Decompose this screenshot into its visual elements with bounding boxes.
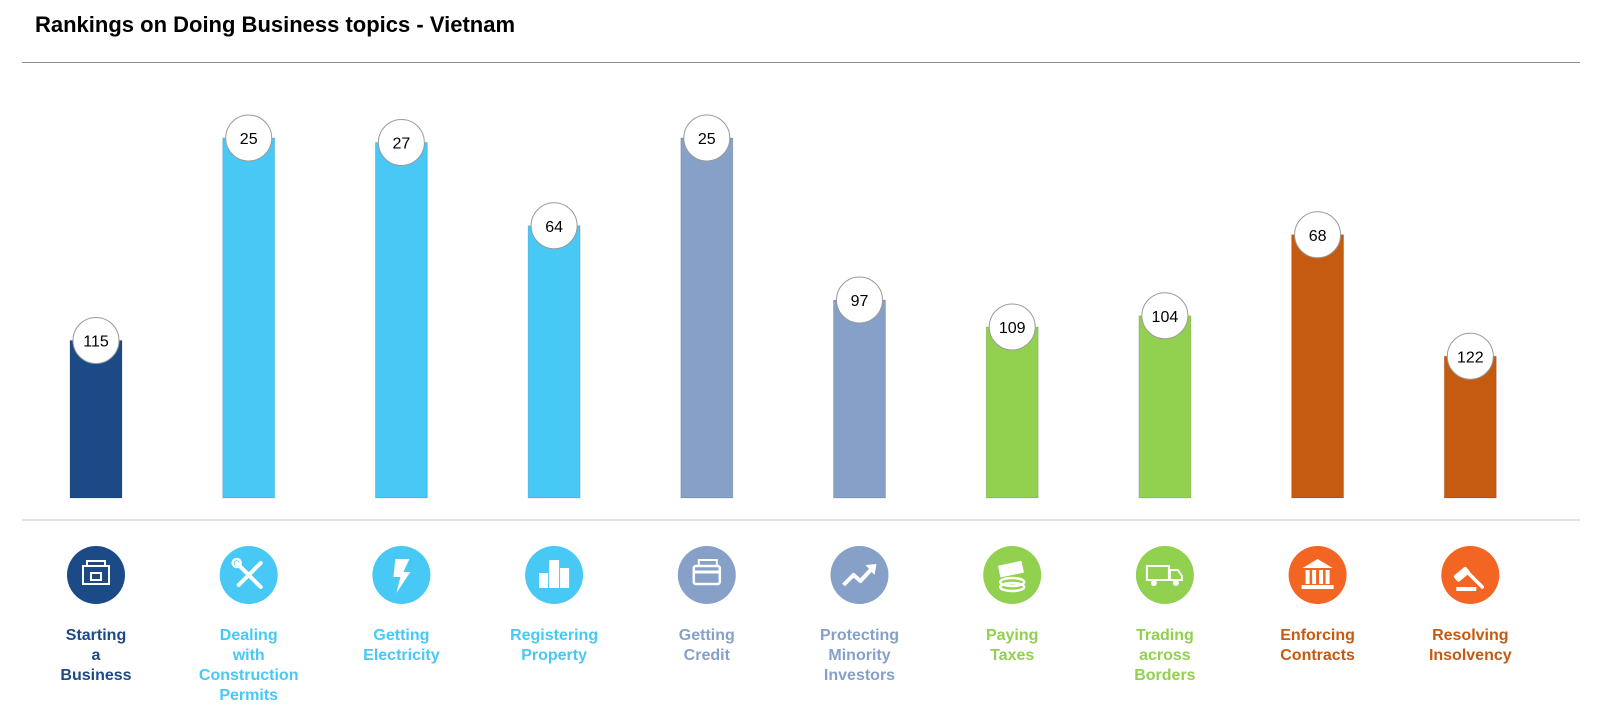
bar [1138, 315, 1192, 499]
bar [1291, 234, 1345, 499]
value-badge [530, 202, 578, 250]
data-label: 68 [1309, 228, 1327, 245]
truck-icon [1135, 546, 1194, 604]
trend-arrow-icon [830, 546, 889, 604]
data-label: 122 [1457, 349, 1484, 366]
bar [680, 137, 734, 499]
category-label-line: Paying [986, 627, 1038, 644]
category-label-line: across [1139, 647, 1191, 664]
bar [985, 326, 1039, 499]
category-label-line: with [232, 647, 265, 664]
category-label-line: Property [521, 647, 587, 664]
value-badge [836, 276, 883, 324]
building-icon [67, 546, 125, 604]
courthouse-icon [1288, 546, 1347, 604]
value-badge [72, 317, 120, 364]
title-divider [22, 62, 1580, 63]
category-label-line: Electricity [363, 647, 440, 664]
category-label-line: Trading [1136, 627, 1194, 644]
value-badge [683, 114, 731, 162]
category-label-line: Getting [679, 627, 735, 644]
category-label: Resolving Insolvency [1429, 627, 1512, 664]
value-badge [1446, 332, 1494, 380]
category-label-line: Contracts [1280, 647, 1355, 664]
bar [1443, 355, 1497, 499]
category-label-line: Taxes [990, 647, 1034, 664]
category-label: Paying Taxes [986, 627, 1038, 664]
category-label-line: Registering [510, 627, 598, 644]
data-label: 97 [851, 293, 869, 310]
category-label: Dealing with Construction Permits [199, 627, 299, 704]
category-label-line: Getting [373, 627, 429, 644]
tools-icon [219, 546, 278, 604]
credit-card-icon [677, 546, 736, 604]
category-label-line: Resolving [1432, 627, 1508, 644]
category-label: Getting Credit [679, 627, 735, 664]
category-label-line: Investors [824, 667, 895, 684]
value-badge [225, 114, 273, 162]
bar [374, 142, 428, 499]
category-label: Protecting Minority Investors [820, 627, 899, 684]
gavel-icon [1441, 546, 1500, 604]
bar [833, 299, 886, 499]
category-label-line: Business [60, 667, 131, 684]
category-label: Starting a Business [60, 627, 131, 684]
data-label: 115 [83, 334, 109, 351]
category-label-line: Construction [199, 667, 299, 684]
category-label: Enforcing Contracts [1280, 627, 1355, 664]
bar [69, 340, 123, 499]
category-label-line: Permits [219, 687, 278, 704]
data-label: 27 [393, 136, 411, 153]
value-badge [377, 119, 425, 166]
category-label-line: Credit [684, 647, 731, 664]
data-label: 109 [999, 320, 1026, 337]
chart-title: Rankings on Doing Business topics - Viet… [35, 12, 516, 37]
value-badge [1294, 211, 1342, 259]
category-label-line: Starting [66, 627, 126, 644]
category-label-line: Insolvency [1429, 647, 1512, 664]
category-label-line: Protecting [820, 627, 899, 644]
value-badge [1141, 292, 1189, 340]
data-label: 104 [1152, 309, 1179, 326]
data-label: 25 [240, 131, 258, 148]
category-label-line: Borders [1134, 667, 1195, 684]
category-label-line: Minority [828, 647, 890, 664]
category-label-line: Enforcing [1280, 627, 1355, 644]
category-label-line: Dealing [220, 627, 278, 644]
value-badge [988, 303, 1036, 351]
category-label: Registering Property [510, 627, 598, 664]
data-label: 25 [698, 131, 716, 148]
bar [527, 225, 581, 499]
bar [222, 137, 276, 499]
category-label: Getting Electricity [363, 627, 440, 664]
lightning-icon [372, 546, 431, 604]
data-label: 64 [545, 219, 563, 236]
money-icon [983, 546, 1042, 604]
category-label-line: a [92, 647, 101, 664]
city-icon [525, 546, 584, 604]
category-label: Trading across Borders [1134, 627, 1195, 684]
